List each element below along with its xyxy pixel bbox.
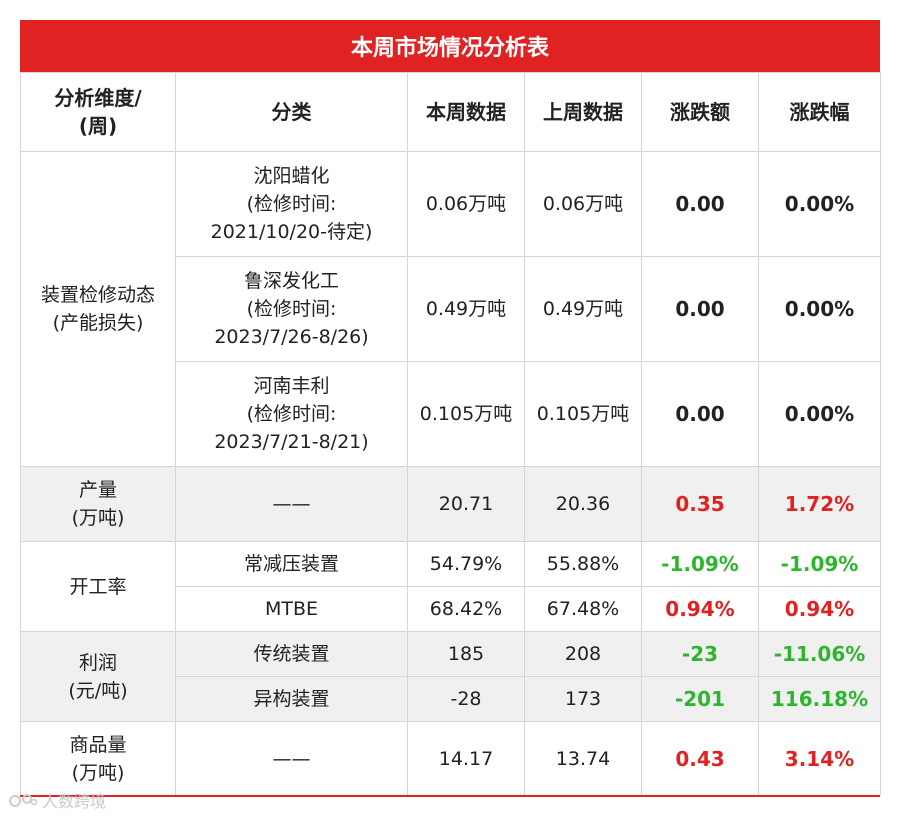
change-percent-cell: 1.72% — [758, 466, 881, 542]
this-week-cell: 0.49万吨 — [407, 256, 525, 362]
category-cell: 河南丰利 (检修时间: 2023/7/21-8/21) — [175, 361, 408, 467]
last-week-cell: 173 — [524, 676, 642, 722]
category-cell: —— — [175, 721, 408, 796]
this-week-cell: 14.17 — [407, 721, 525, 796]
header-change-amount: 涨跌额 — [641, 72, 759, 152]
change-amount-cell: 0.43 — [641, 721, 759, 796]
this-week-cell: 0.06万吨 — [407, 151, 525, 257]
last-week-cell: 0.105万吨 — [524, 361, 642, 467]
table-row: 河南丰利 (检修时间: 2023/7/21-8/21) 0.105万吨 0.10… — [21, 361, 881, 467]
table-bottom-rule — [20, 795, 880, 797]
dimension-profit: 利润 (元/吨) — [20, 631, 176, 722]
change-amount-cell: -23 — [641, 631, 759, 677]
table-row: 产量 (万吨) —— 20.71 20.36 0.35 1.72% — [20, 466, 881, 542]
change-percent-cell: 3.14% — [758, 721, 881, 796]
change-amount-cell: -1.09% — [641, 541, 759, 587]
dimension-commodity: 商品量 (万吨) — [20, 721, 176, 796]
category-cell: 异构装置 — [175, 676, 408, 722]
table-row: 装置检修动态 (产能损失) 沈阳蜡化 (检修时间: 2021/10/20-待定)… — [20, 151, 881, 467]
category-cell: 常减压装置 — [175, 541, 408, 587]
last-week-cell: 55.88% — [524, 541, 642, 587]
last-week-cell: 208 — [524, 631, 642, 677]
last-week-cell: 13.74 — [524, 721, 642, 796]
watermark: 人数跨境 — [8, 788, 106, 812]
change-percent-cell: 0.00% — [758, 256, 881, 362]
header-category: 分类 — [175, 72, 408, 152]
this-week-cell: 0.105万吨 — [407, 361, 525, 467]
change-percent-cell: 0.00% — [758, 361, 881, 467]
change-percent-cell: 116.18% — [758, 676, 881, 722]
last-week-cell: 67.48% — [524, 586, 642, 632]
analysis-table-container: 本周市场情况分析表 分析维度/ (周) 分类 本周数据 上周数据 涨跌额 涨跌幅… — [20, 20, 881, 796]
dimension-maintenance: 装置检修动态 (产能损失) — [20, 151, 176, 467]
category-cell: 鲁深发化工 (检修时间: 2023/7/26-8/26) — [175, 256, 408, 362]
this-week-cell: 54.79% — [407, 541, 525, 587]
change-amount-cell: -201 — [641, 676, 759, 722]
change-percent-cell: -1.09% — [758, 541, 881, 587]
change-amount-cell: 0.94% — [641, 586, 759, 632]
change-amount-cell: 0.35 — [641, 466, 759, 542]
last-week-cell: 0.49万吨 — [524, 256, 642, 362]
header-dimension: 分析维度/ (周) — [20, 72, 176, 152]
header-last-week: 上周数据 — [524, 72, 642, 152]
change-amount-cell: 0.00 — [641, 361, 759, 467]
table-row: 异构装置 -28 173 -201 116.18% — [21, 676, 881, 722]
dimension-operating-rate: 开工率 — [20, 541, 176, 632]
this-week-cell: 185 — [407, 631, 525, 677]
category-cell: —— — [175, 466, 408, 542]
table-title: 本周市场情况分析表 — [20, 20, 880, 72]
header-change-percent: 涨跌幅 — [758, 72, 881, 152]
header-row: 分析维度/ (周) 分类 本周数据 上周数据 涨跌额 涨跌幅 — [20, 72, 881, 152]
category-cell: MTBE — [175, 586, 408, 632]
category-cell: 传统装置 — [175, 631, 408, 677]
change-percent-cell: 0.00% — [758, 151, 881, 257]
last-week-cell: 20.36 — [524, 466, 642, 542]
last-week-cell: 0.06万吨 — [524, 151, 642, 257]
change-amount-cell: 0.00 — [641, 256, 759, 362]
dimension-output: 产量 (万吨) — [20, 466, 176, 542]
header-this-week: 本周数据 — [407, 72, 525, 152]
table-row: 利润 (元/吨) 传统装置 185 208 -23 -11.06% — [20, 631, 881, 722]
table-row: MTBE 68.42% 67.48% 0.94% 0.94% — [21, 586, 881, 632]
table-row: 开工率 常减压装置 54.79% 55.88% -1.09% -1.09% — [20, 541, 881, 632]
market-analysis-table: 分析维度/ (周) 分类 本周数据 上周数据 涨跌额 涨跌幅 装置检修动态 (产… — [20, 72, 881, 796]
this-week-cell: -28 — [407, 676, 525, 722]
logo-icon — [9, 794, 38, 807]
table-row: 鲁深发化工 (检修时间: 2023/7/26-8/26) 0.49万吨 0.49… — [21, 256, 881, 362]
this-week-cell: 20.71 — [407, 466, 525, 542]
change-amount-cell: 0.00 — [641, 151, 759, 257]
change-percent-cell: -11.06% — [758, 631, 881, 677]
category-cell: 沈阳蜡化 (检修时间: 2021/10/20-待定) — [175, 151, 408, 257]
this-week-cell: 68.42% — [407, 586, 525, 632]
table-row: 商品量 (万吨) —— 14.17 13.74 0.43 3.14% — [20, 721, 881, 796]
watermark-text: 人数跨境 — [42, 792, 107, 811]
change-percent-cell: 0.94% — [758, 586, 881, 632]
